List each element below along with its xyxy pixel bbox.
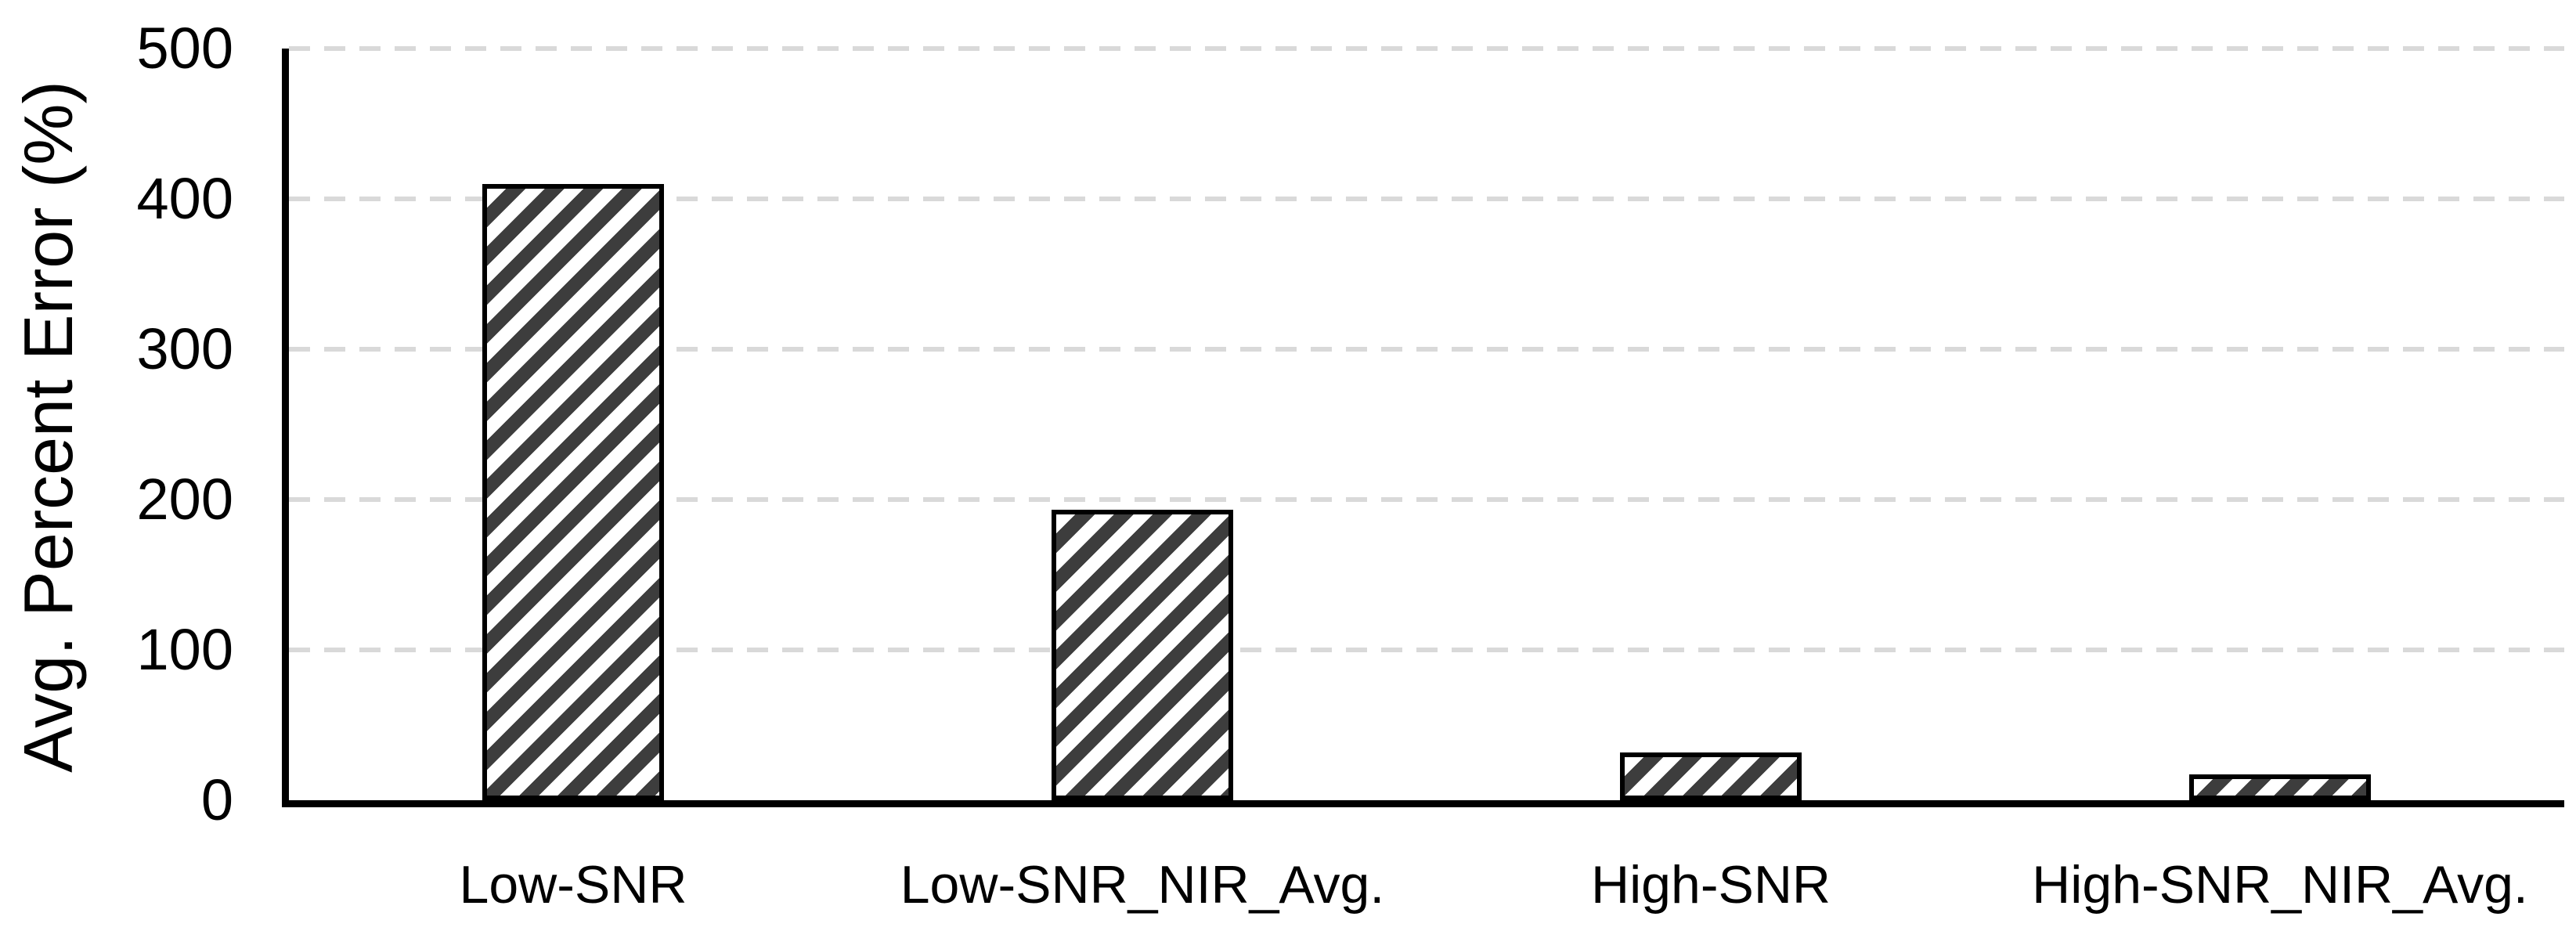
gridline-400	[289, 197, 2564, 201]
bar-Low-SNR	[482, 184, 664, 800]
y-tick-label-0: 0	[200, 767, 233, 832]
plot-area	[282, 46, 2564, 807]
y-tick-label-400: 400	[136, 166, 233, 231]
y-tick-label-200: 200	[136, 467, 233, 532]
bar-High-SNR_NIR_Avg.	[2189, 774, 2371, 800]
x-axis-label-Low-SNR_NIR_Avg.: Low-SNR_NIR_Avg.	[900, 855, 1385, 915]
gridline-100	[289, 648, 2564, 652]
y-tick-label-500: 500	[136, 16, 233, 81]
y-tick-label-100: 100	[136, 617, 233, 682]
gridline-200	[289, 497, 2564, 502]
y-tick-label-300: 300	[136, 316, 233, 381]
gridline-500	[289, 46, 2564, 51]
x-axis-label-Low-SNR: Low-SNR	[459, 855, 687, 915]
bar-Low-SNR_NIR_Avg.	[1052, 510, 1233, 800]
x-axis-label-High-SNR_NIR_Avg.: High-SNR_NIR_Avg.	[2032, 855, 2528, 915]
bar-High-SNR	[1620, 752, 1802, 800]
gridline-300	[289, 347, 2564, 352]
x-axis-label-High-SNR: High-SNR	[1590, 855, 1831, 915]
